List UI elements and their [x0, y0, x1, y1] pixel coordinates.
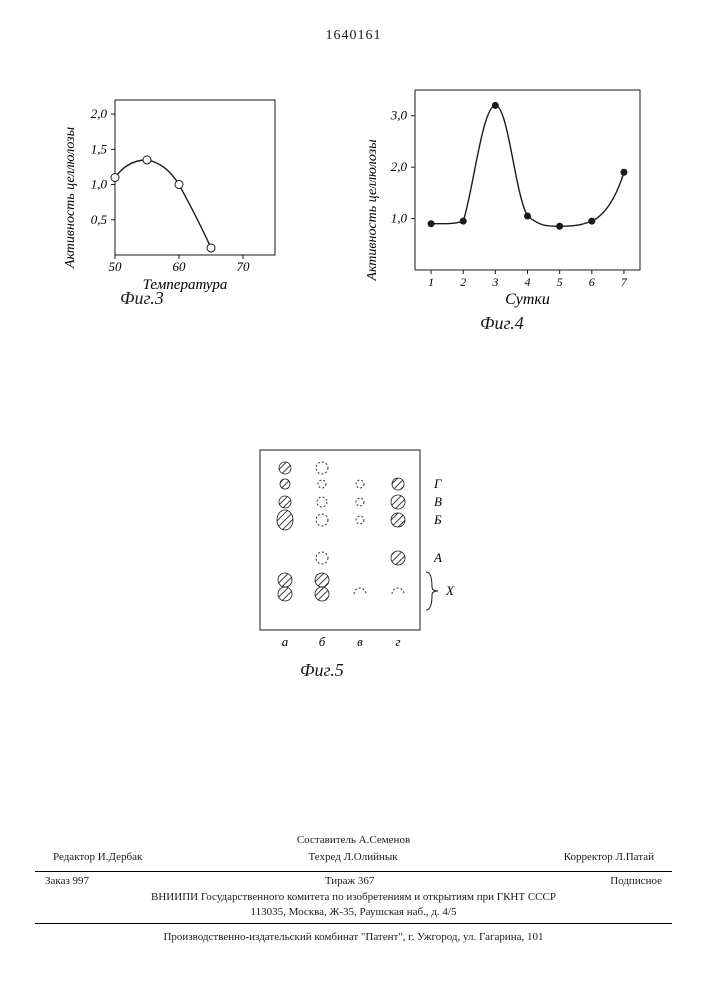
fig4-caption: Фиг.4 — [480, 313, 524, 334]
svg-text:Активность целлюлозы: Активность целлюлозы — [63, 127, 78, 269]
fig3-chart: 0,51,01,52,0506070Активность целлюлозыТе… — [60, 80, 290, 305]
svg-text:1: 1 — [428, 275, 434, 289]
footer-subscription: Подписное — [610, 874, 662, 889]
svg-text:50: 50 — [109, 259, 123, 274]
svg-text:70: 70 — [237, 259, 251, 274]
svg-text:А: А — [433, 550, 442, 565]
fig3-caption: Фиг.3 — [120, 288, 164, 309]
svg-text:В: В — [434, 494, 442, 509]
svg-text:2,0: 2,0 — [91, 106, 108, 121]
footer-vniipi: ВНИИПИ Государственного комитета по изоб… — [35, 890, 672, 905]
footer-block: Составитель А.Семенов Редактор И.Дербак … — [35, 833, 672, 945]
fig5-plate: ГВБ Аа б в г X Фиг.5 — [230, 440, 490, 685]
footer-address: 113035, Москва, Ж-35, Раушская наб., д. … — [35, 905, 672, 920]
svg-text:а: а — [282, 634, 289, 649]
svg-text:1,0: 1,0 — [91, 177, 108, 192]
svg-text:60: 60 — [173, 259, 187, 274]
svg-text:Б: Б — [433, 512, 442, 527]
footer-plant: Производственно-издательский комбинат "П… — [35, 930, 672, 945]
svg-text:4: 4 — [525, 275, 531, 289]
svg-text:2: 2 — [460, 275, 466, 289]
svg-text:X: X — [445, 583, 455, 598]
page-number: 1640161 — [326, 28, 382, 44]
svg-text:1,0: 1,0 — [391, 211, 408, 226]
fig4-chart: 1,0 2,0 3,0 1 2 3 4 5 6 7 Активность целлюлозы Сутк… — [360, 75, 660, 330]
footer-divider-2 — [35, 923, 672, 924]
fig5-caption: Фиг.5 — [300, 660, 344, 681]
svg-text:3,0: 3,0 — [390, 108, 408, 123]
svg-text:г: г — [395, 634, 400, 649]
svg-text:3: 3 — [491, 275, 498, 289]
svg-text:5: 5 — [557, 275, 563, 289]
svg-text:Сутки: Сутки — [505, 291, 550, 308]
svg-text:6: 6 — [589, 275, 595, 289]
footer-corrector: Корректор Л.Патай — [564, 850, 654, 865]
svg-text:Активность целлюлозы: Активность целлюлозы — [365, 139, 380, 281]
footer-editor: Редактор И.Дербак — [53, 850, 142, 865]
footer-circulation: Тираж 367 — [325, 874, 375, 889]
svg-text:1,5: 1,5 — [91, 141, 108, 156]
footer-divider-1 — [35, 871, 672, 872]
svg-text:в: в — [357, 634, 363, 649]
svg-text:0,5: 0,5 — [91, 212, 108, 227]
svg-text:Г: Г — [433, 476, 442, 491]
svg-text:7: 7 — [621, 275, 628, 289]
svg-text:б: б — [319, 634, 326, 649]
footer-order: Заказ 997 — [45, 874, 89, 889]
footer-tech: Техред Л.Олийнык — [308, 850, 397, 865]
svg-text:2,0: 2,0 — [391, 159, 408, 174]
footer-compiler: Составитель А.Семенов — [35, 833, 672, 848]
